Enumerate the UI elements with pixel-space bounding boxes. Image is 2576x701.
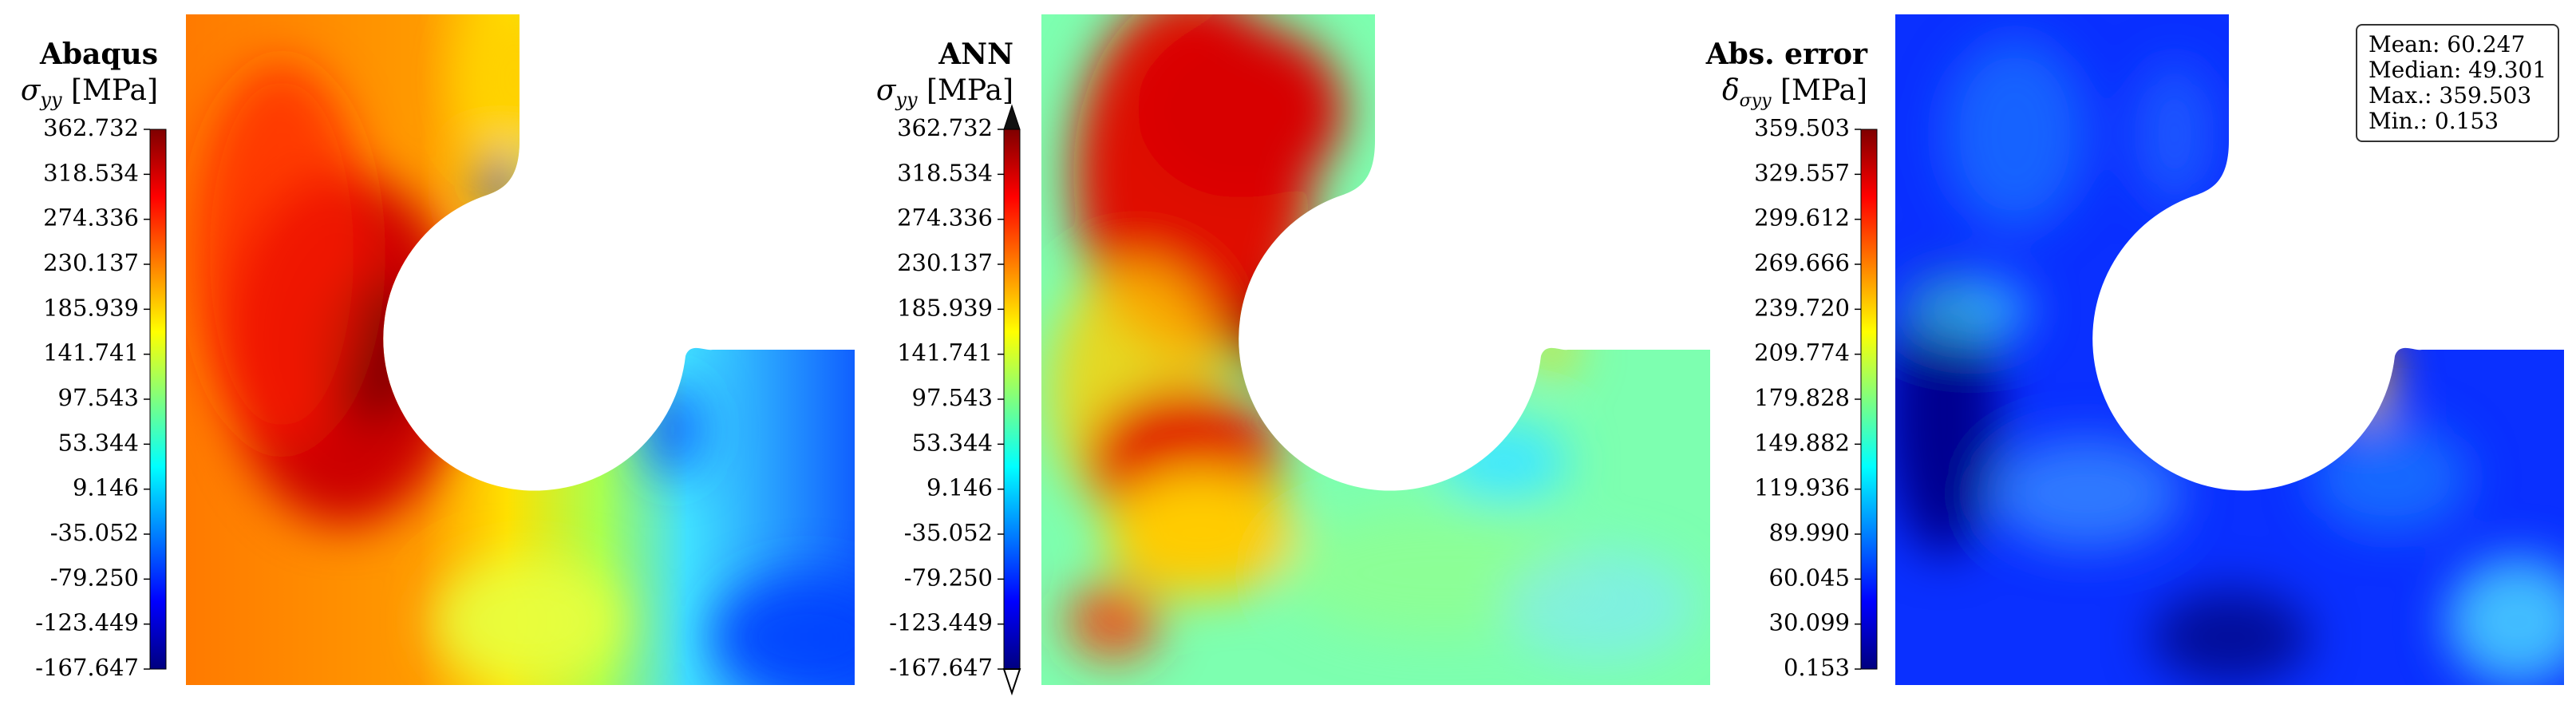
colorbar-3-tick-label: 209.774 [1754,339,1850,366]
panel-1-subscript: yy [40,89,62,112]
panel-2-subscript: yy [895,89,918,112]
colorbar-2-scale [1003,129,1021,670]
colorbar-1-tick-label: 318.534 [43,159,139,186]
panel-3-subscript: σyy [1739,91,1772,112]
colorbar-2-tick-label: 53.344 [912,429,993,456]
panel-1-subtitle: σyy [MPa] [8,75,158,116]
colorbar-2: 362.732 318.534 274.336 230.137 185.939 141.7… [889,104,1021,696]
colorbar-1-tick-label: 141.741 [43,339,139,366]
contour-field-2 [1041,14,1710,685]
colorbar-3-tick-label: 329.557 [1754,159,1850,186]
panel-2-subtitle: σyy [MPa] [846,75,1013,116]
panel-1-unit: [MPa] [70,74,158,107]
colorbar-2-tick-label: -123.449 [889,609,993,636]
panel-2-unit: [MPa] [926,74,1013,107]
colorbar-3-tick-label: 89.990 [1769,519,1850,546]
contour-field-3 [1895,14,2564,685]
colorbar-1-tick-label: 274.336 [43,204,139,232]
colorbar-3-tick-label: 119.936 [1754,474,1850,501]
colorbar-1-tick-label: -35.052 [50,519,139,546]
colorbar-3-scale [1860,129,1878,670]
panel-3-title: Abs. error [1705,38,1867,71]
colorbar-1-tick-label: 185.939 [43,294,139,321]
colorbar-3-tick-label: 359.503 [1754,114,1850,141]
panel-1-symbol: σ [20,74,41,107]
contour-fields [186,14,2564,685]
colorbar-1-tick-label: 230.137 [43,249,139,276]
colorbar-3-tick-label: 299.612 [1754,204,1850,232]
colorbar-3-tick-label: 149.882 [1754,429,1850,456]
colorbar-3-tick-label: 179.828 [1754,384,1850,411]
colorbar-extend-max-arrow [1003,104,1021,130]
colorbar-2-tick-label: 230.137 [897,249,993,276]
panel-3-symbol: δ [1721,74,1740,107]
colorbar-1-scale [149,129,167,670]
stat-mean: Mean: 60.247 [2369,31,2526,57]
colorbar-2-tick-label: -79.250 [904,564,993,591]
panel-3-subtitle: δσyy [MPa] [1676,75,1867,117]
colorbar-1-tick-label: -167.647 [35,654,139,681]
colorbar-2-tick-label: -167.647 [889,654,993,681]
contour-field-1 [186,14,855,685]
colorbar-1-tick-label: -79.250 [50,564,139,591]
colorbar-2-tick-label: 318.534 [897,159,993,186]
colorbar-2-tick-label: -35.052 [904,519,993,546]
colorbar-3-tick-label: 60.045 [1769,564,1850,591]
colorbar-3: 359.503 329.557 299.612 269.666 239.720 209.7… [1754,114,1878,681]
colorbar-extend-min-arrow [1002,668,1021,696]
panel-3-unit: [MPa] [1780,74,1867,107]
colorbars: 362.732 318.534 274.336 230.137 185.939 141.7… [35,104,1878,696]
panel-2-title: ANN [938,38,1013,71]
colorbar-2-tick-label: 97.543 [912,384,993,411]
colorbar-2-tick-label: 185.939 [897,294,993,321]
colorbar-2-tick-label: 141.741 [897,339,993,366]
panel-1-title: Abaqus [39,38,158,71]
colorbar-2-tick-label: 362.732 [897,114,993,141]
colorbar-2-tick-label: 274.336 [897,204,993,232]
colorbar-3-tick-label: 0.153 [1784,654,1850,681]
stat-median: Median: 49.301 [2369,57,2547,83]
colorbar-1: 362.732 318.534 274.336 230.137 185.939 141.7… [35,114,167,681]
colorbar-1-tick-label: 53.344 [58,429,139,456]
colorbar-3-tick-label: 30.099 [1769,609,1850,636]
colorbar-2-tick-label: 9.146 [926,474,993,501]
colorbar-3-tick-label: 239.720 [1754,294,1850,321]
colorbar-1-tick-label: -123.449 [35,609,139,636]
colorbar-3-tick-label: 269.666 [1754,249,1850,276]
stat-min: Min.: 0.153 [2369,108,2499,134]
statistics-box: Mean: 60.247 Median: 49.301 Max.: 359.50… [2356,24,2560,142]
colorbar-1-tick-label: 362.732 [43,114,139,141]
panel-2-symbol: σ [875,74,896,107]
stat-max: Max.: 359.503 [2369,82,2532,109]
colorbar-1-tick-label: 97.543 [58,384,139,411]
colorbar-1-tick-label: 9.146 [73,474,139,501]
